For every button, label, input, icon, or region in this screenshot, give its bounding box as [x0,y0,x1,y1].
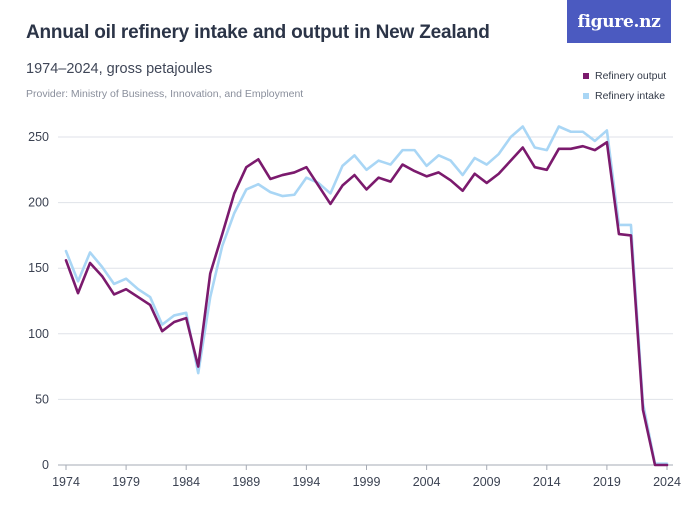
x-tick-label-1994: 1994 [292,475,320,489]
series-line-refinery-intake [64,125,669,465]
legend-swatch-intake [583,93,589,99]
chart-title: Annual oil refinery intake and output in… [26,22,490,43]
data-provider: Provider: Ministry of Business, Innovati… [26,88,304,100]
x-tick-label-2009: 2009 [473,475,501,489]
y-tick-label-150: 150 [28,261,49,275]
chart-subtitle: 1974–2024, gross petajoules [26,61,213,77]
legend-item-intake: Refinery intake [583,86,666,106]
x-tick-label-2004: 2004 [413,475,441,489]
x-tick-label-2014: 2014 [533,475,561,489]
legend-swatch-output [583,73,589,79]
x-tick-label-1984: 1984 [172,475,200,489]
legend-item-output: Refinery output [583,66,666,86]
legend-label-output: Refinery output [595,70,667,82]
x-tick-label-1989: 1989 [232,475,260,489]
x-tick-label-2024: 2024 [653,475,681,489]
y-tick-label-100: 100 [28,327,49,341]
x-tick-label-1974: 1974 [52,475,80,489]
series-line-refinery-output [64,140,669,467]
y-tick-label-50: 50 [35,392,49,406]
legend-label-intake: Refinery intake [595,90,666,102]
chart-legend: Refinery output Refinery intake [583,66,666,106]
logo-text: figure.nz [577,11,661,32]
x-tick-label-1979: 1979 [112,475,140,489]
y-tick-label-0: 0 [42,458,49,472]
x-tick-label-2019: 2019 [593,475,621,489]
y-tick-label-200: 200 [28,196,49,210]
figure-nz-logo[interactable]: figure.nz [567,0,671,43]
y-tick-label-250: 250 [28,130,49,144]
x-tick-label-1999: 1999 [353,475,381,489]
